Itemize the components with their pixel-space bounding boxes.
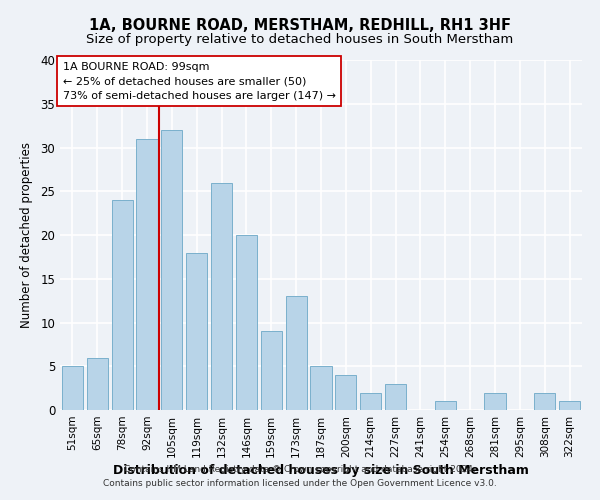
Text: Contains HM Land Registry data © Crown copyright and database right 2024.
Contai: Contains HM Land Registry data © Crown c… xyxy=(103,466,497,487)
Bar xyxy=(335,375,356,410)
Bar xyxy=(62,366,83,410)
Bar xyxy=(236,235,257,410)
Bar xyxy=(385,384,406,410)
Text: Size of property relative to detached houses in South Merstham: Size of property relative to detached ho… xyxy=(86,32,514,46)
Bar xyxy=(136,139,158,410)
Bar xyxy=(186,252,207,410)
Y-axis label: Number of detached properties: Number of detached properties xyxy=(20,142,34,328)
Bar xyxy=(310,366,332,410)
Bar xyxy=(435,401,456,410)
Bar xyxy=(211,182,232,410)
Bar xyxy=(484,392,506,410)
Bar xyxy=(286,296,307,410)
Bar xyxy=(87,358,108,410)
Text: 1A BOURNE ROAD: 99sqm
← 25% of detached houses are smaller (50)
73% of semi-deta: 1A BOURNE ROAD: 99sqm ← 25% of detached … xyxy=(62,62,335,100)
Text: 1A, BOURNE ROAD, MERSTHAM, REDHILL, RH1 3HF: 1A, BOURNE ROAD, MERSTHAM, REDHILL, RH1 … xyxy=(89,18,511,32)
Bar xyxy=(534,392,555,410)
X-axis label: Distribution of detached houses by size in South Merstham: Distribution of detached houses by size … xyxy=(113,464,529,477)
Bar xyxy=(360,392,381,410)
Bar xyxy=(161,130,182,410)
Bar xyxy=(261,331,282,410)
Bar xyxy=(559,401,580,410)
Bar xyxy=(112,200,133,410)
